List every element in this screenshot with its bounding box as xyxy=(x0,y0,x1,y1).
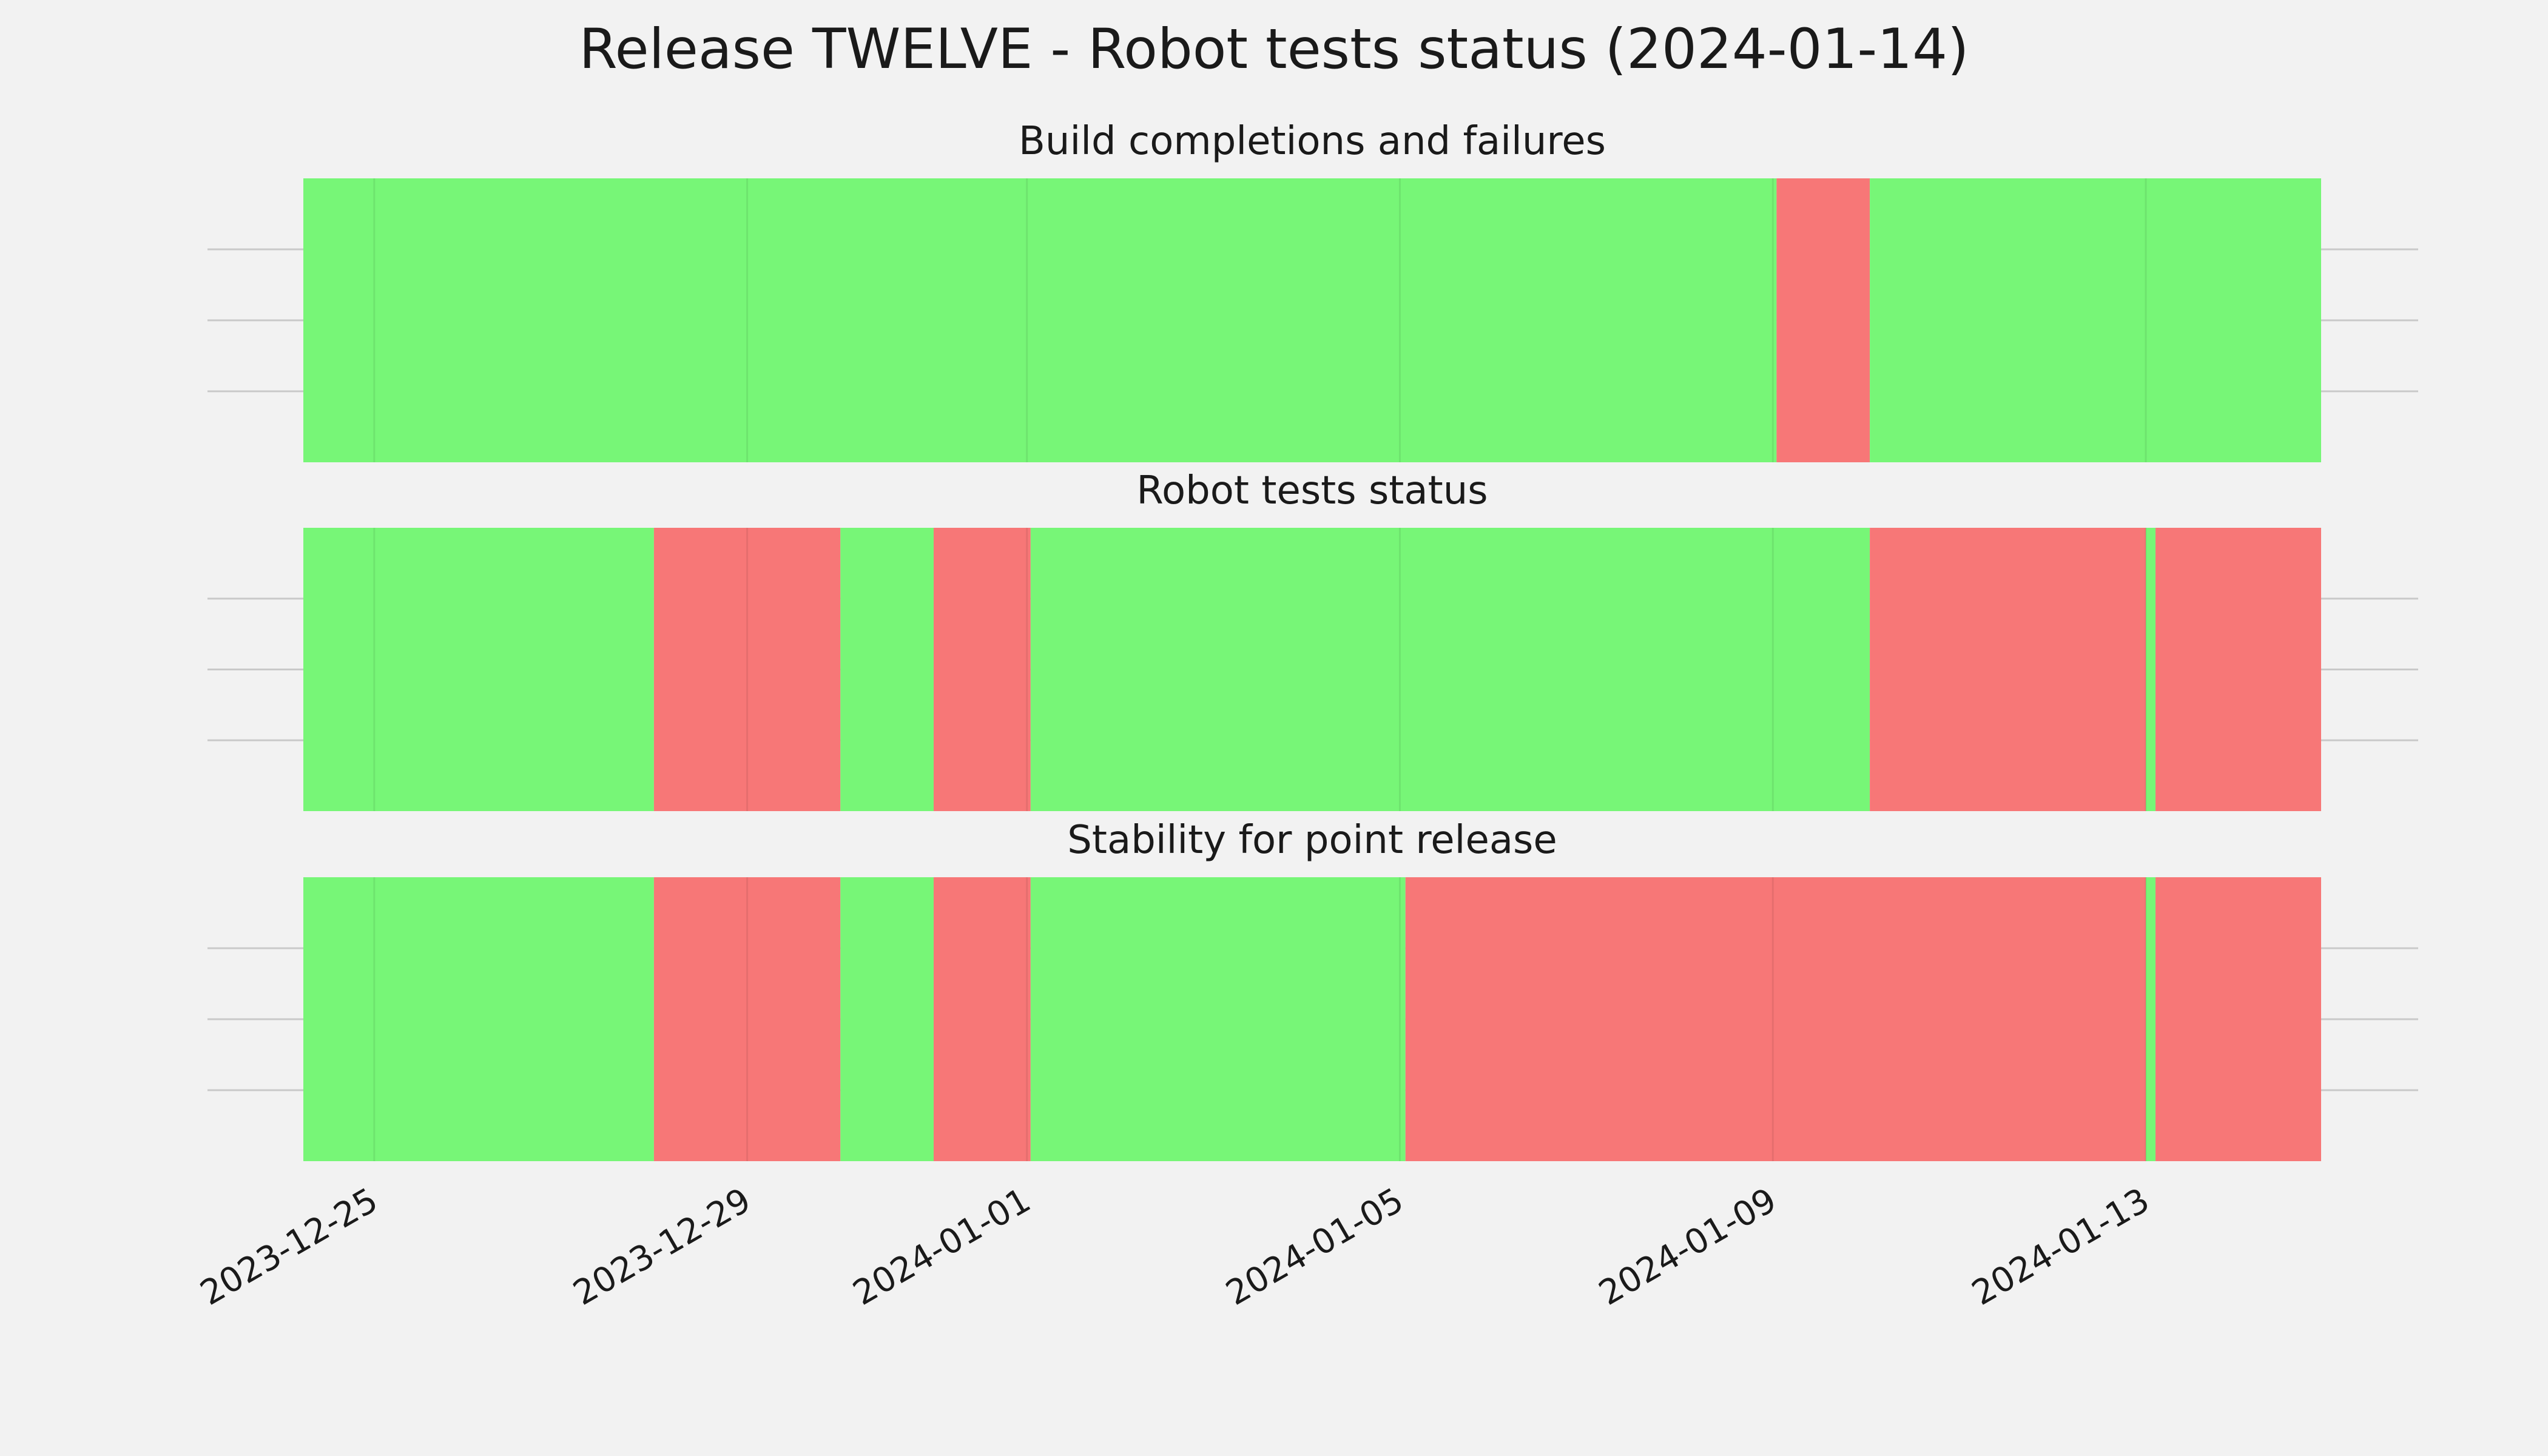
status-segment-pass xyxy=(840,528,934,811)
status-segment-pass xyxy=(303,877,654,1161)
x-tick-label: 2024-01-01 xyxy=(846,1181,1037,1313)
status-segment-fail xyxy=(1776,178,1870,462)
status-segment-pass xyxy=(303,178,1777,462)
x-tick-label: 2023-12-29 xyxy=(567,1181,757,1313)
status-segment-fail xyxy=(2155,528,2321,811)
chart-title: Release TWELVE - Robot tests status (202… xyxy=(579,18,1969,81)
status-segment-pass xyxy=(2146,528,2156,811)
status-segment-pass xyxy=(2146,877,2156,1161)
panel-title: Build completions and failures xyxy=(1019,119,1606,164)
status-segment-fail xyxy=(2155,877,2321,1161)
status-segment-fail xyxy=(933,528,1031,811)
status-segment-pass xyxy=(303,528,654,811)
panel-title: Stability for point release xyxy=(1067,818,1557,863)
status-segment-pass xyxy=(1870,178,2321,462)
x-tick-label: 2024-01-05 xyxy=(1219,1181,1410,1313)
panel-title: Robot tests status xyxy=(1136,468,1488,513)
status-segment-fail xyxy=(1405,877,2146,1161)
x-tick-label: 2023-12-25 xyxy=(194,1181,384,1313)
x-tick-label: 2024-01-09 xyxy=(1592,1181,1783,1313)
status-segment-fail xyxy=(653,877,841,1161)
status-segment-pass xyxy=(1030,877,1406,1161)
status-segment-fail xyxy=(933,877,1031,1161)
status-segment-fail xyxy=(653,528,841,811)
status-segment-pass xyxy=(840,877,934,1161)
status-segment-pass xyxy=(1030,528,1870,811)
status-segment-fail xyxy=(1870,528,2146,811)
x-tick-label: 2024-01-13 xyxy=(1966,1181,2156,1313)
